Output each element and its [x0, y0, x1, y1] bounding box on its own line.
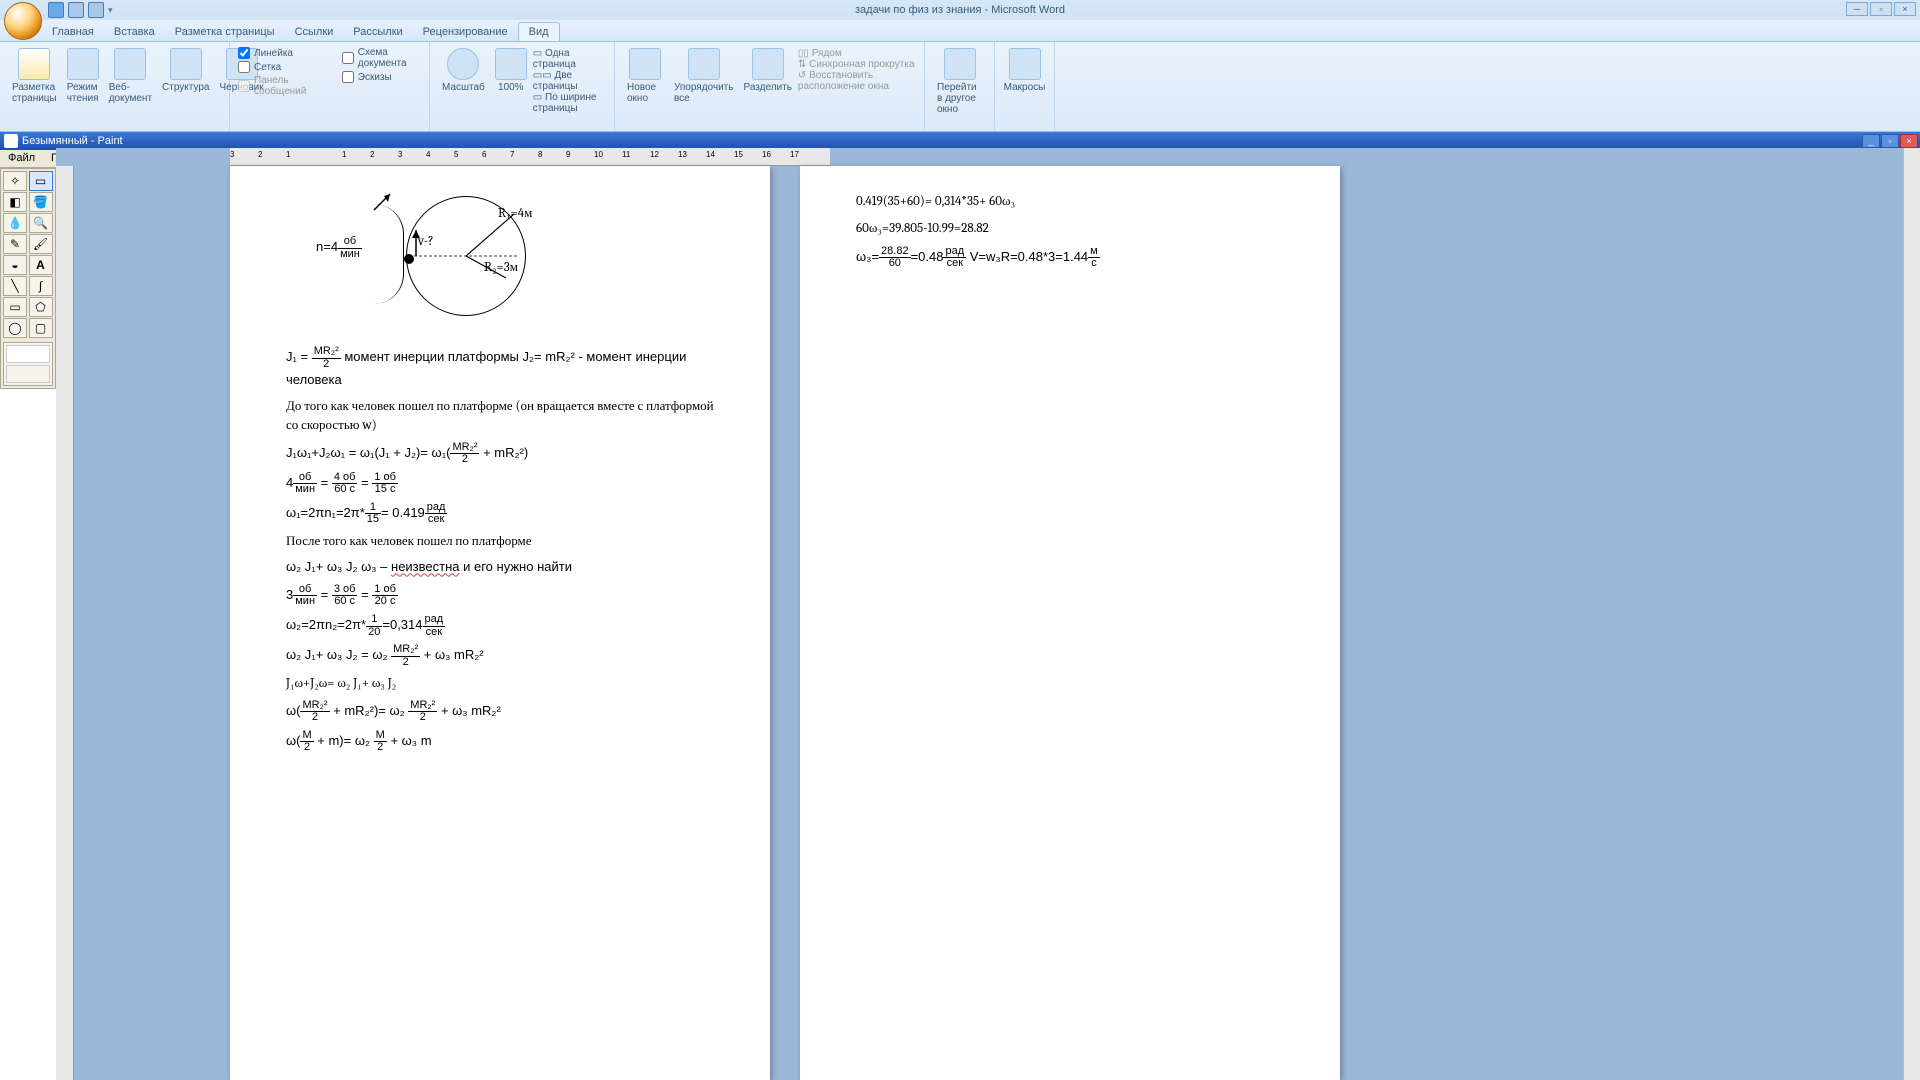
tool-brush[interactable]: 🖌: [29, 234, 53, 254]
tab-references[interactable]: Ссылки: [285, 23, 344, 41]
tool-line[interactable]: ╲: [3, 276, 27, 296]
page-1: n=4обмин v-? R₁=4м R₂=3м J₁ = MR₂²2 моме…: [230, 166, 770, 1080]
page-2: 0.419(35+60)= 0,314*35+ 60ω₃ 60ω₃=39.805…: [800, 166, 1340, 1080]
qat-dropdown-icon[interactable]: ▾: [108, 5, 113, 16]
tool-select[interactable]: ▭: [29, 171, 53, 191]
paint-toolbox: ✧ ▭ ◧ 🪣 💧 🔍 ✎ 🖌 ◒ A ╲ ∫ ▭ ⬠ ◯ ▢: [0, 168, 56, 389]
tool-spray[interactable]: ◒: [3, 255, 27, 275]
print-layout-button[interactable]: Разметка страницы: [8, 46, 61, 106]
save-icon[interactable]: [48, 2, 64, 18]
diagram-r2: R₂=3м: [484, 258, 518, 278]
tool-eraser[interactable]: ◧: [3, 192, 27, 212]
new-window-button[interactable]: Новое окно: [623, 46, 668, 106]
redo-icon[interactable]: [88, 2, 104, 18]
p2-l2: 60ω₃=39.805-10.99=28.82: [856, 219, 1284, 240]
vertical-ruler[interactable]: [56, 166, 74, 1080]
tab-review[interactable]: Рецензирование: [413, 23, 518, 41]
document-title: задачи по физ из знания - Microsoft Word: [855, 4, 1065, 16]
thumbs-checkbox[interactable]: Эскизы: [342, 70, 421, 84]
eq-l12: ω(MR₂²2 + mR₂²)= ω₂ MR₂²2 + ω₃ mR₂²: [286, 700, 714, 724]
diagram-v: v-?: [418, 232, 434, 252]
tool-picker[interactable]: 💧: [3, 213, 27, 233]
one-page-button[interactable]: ▭ Одна страница: [533, 48, 606, 70]
tool-magnify[interactable]: 🔍: [29, 213, 53, 233]
physics-diagram: n=4обмин v-? R₁=4м R₂=3м: [286, 186, 714, 326]
web-layout-button[interactable]: Веб-документ: [105, 46, 156, 106]
quick-access-toolbar: ▾: [48, 2, 113, 18]
eq-3ob: 3обмин = 3 об60 с = 1 об20 с: [286, 584, 714, 608]
reading-mode-button[interactable]: Режим чтения: [63, 46, 103, 106]
tool-pencil[interactable]: ✎: [3, 234, 27, 254]
tool-polygon[interactable]: ⬠: [29, 297, 53, 317]
sync-scroll-button: ⇅ Синхронная прокрутка: [798, 59, 916, 70]
tool-options: [3, 342, 53, 386]
p2-l1: 0.419(35+60)= 0,314*35+ 60ω₃: [856, 192, 1284, 213]
p2-l3: ω₃=28.8260=0.48радсек V=w₃R=0.48*3=1.44м…: [856, 246, 1284, 270]
tool-freeform-select[interactable]: ✧: [3, 171, 27, 191]
paint-close[interactable]: ×: [1900, 134, 1918, 148]
minimize-button[interactable]: ─: [1846, 2, 1868, 16]
eq-w2: ω₂=2πn₂=2π*120=0,314радсек: [286, 614, 714, 638]
reset-window-button: ↺ Восстановить расположение окна: [798, 70, 916, 92]
side-by-side-button: ▯▯ Рядом: [798, 48, 916, 59]
eq-w2j1: ω₂ J₁+ ω₃ J₂ ω₃ – неизвестна и его нужно…: [286, 557, 714, 578]
diagram-n: n=4: [316, 239, 338, 254]
paint-maximize[interactable]: ▫: [1881, 134, 1899, 148]
two-page-button[interactable]: ▭▭ Две страницы: [533, 70, 606, 92]
tab-home[interactable]: Главная: [42, 23, 104, 41]
split-button[interactable]: Разделить: [739, 46, 795, 106]
tab-layout[interactable]: Разметка страницы: [165, 23, 285, 41]
arrange-all-button[interactable]: Упорядочить все: [670, 46, 738, 106]
outline-button[interactable]: Структура: [158, 46, 213, 106]
ribbon-tabs: Главная Вставка Разметка страницы Ссылки…: [0, 20, 1920, 42]
tool-text[interactable]: A: [29, 255, 53, 275]
diagram-r1: R₁=4м: [498, 204, 532, 224]
messages-checkbox: Панель сообщений: [238, 74, 324, 98]
office-button[interactable]: [4, 2, 42, 40]
eq-4ob: 4обмин = 4 об60 с = 1 об15 с: [286, 472, 714, 496]
ribbon: Разметка страницы Режим чтения Веб-докум…: [0, 42, 1920, 132]
tool-option-1[interactable]: [6, 345, 50, 363]
eq-j1w: J₁ω₁+J₂ω₁ = ω₁(J₁ + J₂)= ω₁(MR₂²2 + mR₂²…: [286, 442, 714, 466]
macros-button[interactable]: Макросы: [1003, 46, 1046, 95]
restore-button[interactable]: ▫: [1870, 2, 1892, 16]
paint-minimize[interactable]: _: [1862, 134, 1880, 148]
word-titlebar: ▾ задачи по физ из знания - Microsoft Wo…: [0, 0, 1920, 20]
tool-ellipse[interactable]: ◯: [3, 318, 27, 338]
eq-j1: J₁ = MR₂²2 момент инерции платформы J₂= …: [286, 346, 714, 391]
eq-w1: ω₁=2πn₁=2π*115= 0.419радсек: [286, 502, 714, 526]
tab-insert[interactable]: Вставка: [104, 23, 165, 41]
paint-menu-file[interactable]: Файл: [0, 150, 43, 167]
ruler-checkbox[interactable]: Линейка: [238, 46, 324, 60]
switch-window-button[interactable]: Перейти в другое окно: [933, 46, 986, 117]
grid-checkbox[interactable]: Сетка: [238, 60, 324, 74]
reading-label: Режим чтения: [67, 82, 99, 104]
outline-label: Структура: [162, 82, 209, 93]
eq-before: До того как человек пошел по платформе (…: [286, 397, 714, 436]
paint-title-text: Безымянный - Paint: [22, 135, 123, 147]
docmap-checkbox[interactable]: Схема документа: [342, 46, 421, 70]
zoom-button[interactable]: Масштаб: [438, 46, 489, 114]
web-label: Веб-документ: [109, 82, 152, 104]
document-area: 3211234567891011121314151617 n=4обмин v-…: [56, 148, 1920, 1080]
horizontal-ruler[interactable]: 3211234567891011121314151617: [230, 148, 830, 166]
tab-mailings[interactable]: Рассылки: [343, 23, 412, 41]
tool-rect[interactable]: ▭: [3, 297, 27, 317]
paint-icon: [4, 134, 18, 148]
tab-view[interactable]: Вид: [518, 22, 560, 41]
page-width-button[interactable]: ▭ По ширине страницы: [533, 92, 606, 114]
tool-option-2[interactable]: [6, 365, 50, 383]
eq-l11: J₁ω+J₂ω= ω₂ J₁+ ω₃ J₂: [286, 674, 714, 694]
tool-roundrect[interactable]: ▢: [29, 318, 53, 338]
close-button[interactable]: ×: [1894, 2, 1916, 16]
eq-after-text: После того как человек пошел по платформ…: [286, 532, 714, 552]
tool-curve[interactable]: ∫: [29, 276, 53, 296]
print-layout-label: Разметка страницы: [12, 82, 57, 104]
eq-l10: ω₂ J₁+ ω₃ J₂ = ω₂ MR₂²2 + ω₃ mR₂²: [286, 644, 714, 668]
zoom-100-button[interactable]: 100%: [491, 46, 531, 114]
undo-icon[interactable]: [68, 2, 84, 18]
tool-fill[interactable]: 🪣: [29, 192, 53, 212]
eq-l13: ω(M2 + m)= ω₂ M2 + ω₃ m: [286, 730, 714, 754]
